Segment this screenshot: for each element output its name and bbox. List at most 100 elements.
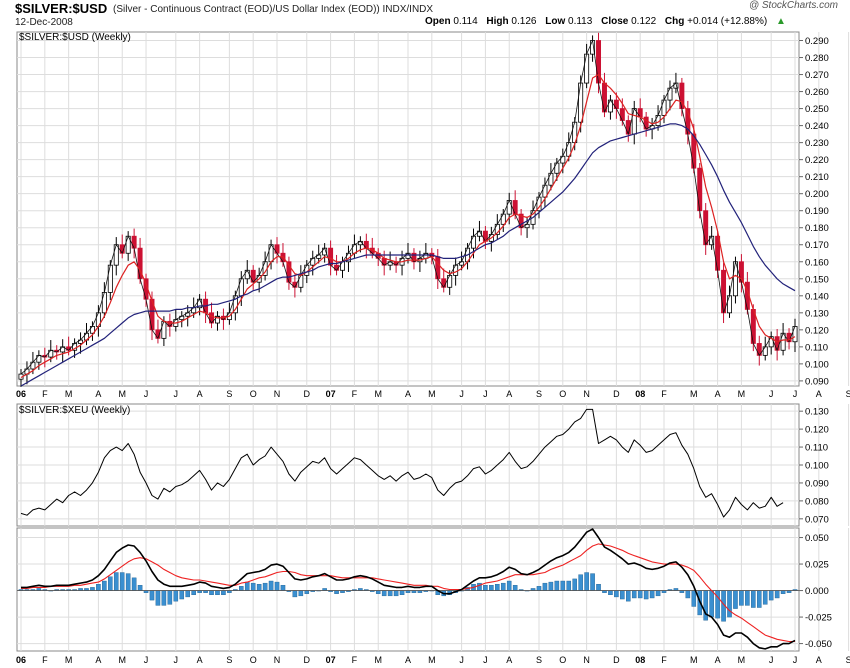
chg-label: Chg — [664, 16, 685, 27]
x-tick-label: A — [405, 389, 411, 399]
macd-histogram-bar — [256, 583, 262, 591]
candle-body — [274, 244, 280, 254]
x-tick-label: M — [738, 389, 746, 399]
x-tick-label: N — [274, 655, 281, 665]
x-tick-label: N — [583, 389, 590, 399]
quote-summary: Open 0.114 High 0.126 Low 0.113 Close 0.… — [425, 16, 786, 27]
x-tick-label: J — [769, 389, 774, 399]
y-tick-label: 0.290 — [805, 36, 829, 47]
x-tick-label: A — [506, 389, 512, 399]
y-tick-label: 0.070 — [805, 514, 829, 525]
macd-histogram-bar — [756, 590, 762, 608]
candle-body — [619, 108, 625, 121]
x-tick-label: 07 — [326, 389, 336, 399]
x-tick-label: F — [352, 655, 358, 665]
candle-body — [762, 346, 768, 356]
candle-body — [30, 361, 36, 370]
y-tick-label: 0.080 — [805, 496, 829, 507]
macd-histogram-bar — [250, 582, 256, 591]
candle-body — [238, 278, 244, 297]
y-tick-label: -0.050 — [805, 639, 832, 650]
macd-histogram-bar — [489, 585, 494, 591]
candle-body — [506, 200, 512, 215]
y-tick-label: 0.280 — [805, 53, 829, 64]
macd-histogram-bar — [393, 590, 399, 597]
y-tick-label: 0.120 — [805, 425, 829, 436]
x-tick-label: 07 — [326, 655, 336, 665]
candle-body — [721, 269, 727, 314]
x-tick-label: F — [661, 655, 667, 665]
macd-histogram-bar — [149, 590, 155, 601]
candle-body — [554, 162, 560, 174]
y-tick-label: 0.270 — [805, 70, 829, 81]
candle-body — [101, 291, 107, 314]
macd-histogram-bar — [631, 590, 637, 599]
candle-body — [691, 133, 697, 169]
candle-body — [697, 167, 703, 212]
y-tick-label: 0.050 — [805, 533, 829, 544]
candle-body — [113, 244, 119, 266]
y-tick-label: -0.025 — [805, 613, 832, 624]
macd-histogram-bar — [542, 582, 548, 591]
macd-histogram-bar — [685, 590, 691, 599]
macd-histogram-bar — [239, 586, 244, 591]
macd-histogram-bar — [768, 590, 774, 601]
x-tick-label: J — [769, 655, 774, 665]
macd-histogram-bar — [620, 590, 625, 600]
x-tick-label: J — [459, 389, 464, 399]
x-tick-label: A — [197, 389, 203, 399]
x-tick-label: D — [613, 389, 620, 399]
x-tick-label: M — [118, 389, 126, 399]
x-tick-label: A — [715, 389, 721, 399]
y-tick-label: 0.100 — [805, 359, 829, 370]
macd-histogram-bar — [572, 578, 577, 591]
macd-histogram-bar — [495, 583, 500, 591]
x-tick-label: O — [250, 389, 257, 399]
macd-histogram-bar — [655, 590, 661, 597]
y-tick-label: 0.130 — [805, 308, 829, 319]
chg-value: +0.014 (+12.88%) — [687, 16, 768, 27]
candle-body — [727, 295, 732, 314]
candle-body — [48, 349, 54, 358]
x-tick-label: O — [250, 655, 257, 665]
candle-body — [435, 256, 441, 280]
x-tick-label: F — [661, 389, 667, 399]
macd-histogram-bar — [221, 590, 226, 596]
y-tick-label: 0.160 — [805, 257, 829, 268]
macd-histogram-bar — [590, 573, 595, 591]
x-tick-label: A — [95, 389, 101, 399]
macd-histogram-bar — [709, 590, 714, 618]
macd-histogram-bar — [596, 583, 601, 591]
x-tick-label: 06 — [16, 655, 26, 665]
stockcharts-watermark[interactable]: @ StockCharts.com — [748, 0, 838, 11]
y-tick-label: 0.120 — [805, 325, 829, 336]
x-tick-label: S — [536, 389, 542, 399]
macd-histogram-bar — [614, 590, 619, 598]
ratio-panel-title: $SILVER:$XEU (Weekly) — [19, 405, 130, 416]
y-tick-label: 0.090 — [805, 478, 829, 489]
y-tick-label: 0.250 — [805, 104, 829, 115]
macd-histogram-bar — [649, 590, 655, 599]
x-tick-label: M — [374, 389, 382, 399]
macd-histogram-bar — [578, 574, 583, 591]
close-line — [20, 40, 796, 375]
macd-histogram-bar — [125, 573, 131, 591]
candle-body — [161, 320, 167, 339]
y-tick-label: 0.090 — [805, 376, 829, 387]
x-tick-label: J — [793, 655, 798, 665]
y-tick-label: 0.140 — [805, 291, 829, 302]
y-tick-label: 0.260 — [805, 87, 829, 98]
xeu-ratio-line — [20, 408, 784, 518]
x-tick-label: M — [690, 655, 698, 665]
x-tick-label: J — [144, 389, 149, 399]
x-tick-label: F — [42, 655, 48, 665]
x-tick-label: A — [197, 655, 203, 665]
x-tick-label: S — [846, 655, 850, 665]
x-tick-label: J — [144, 655, 149, 665]
candle-body — [548, 172, 554, 186]
macd-histogram-bar — [745, 590, 750, 606]
macd-histogram-bar — [506, 580, 512, 591]
macd-histogram-bar — [185, 590, 190, 598]
macd-histogram-bar — [304, 590, 310, 594]
